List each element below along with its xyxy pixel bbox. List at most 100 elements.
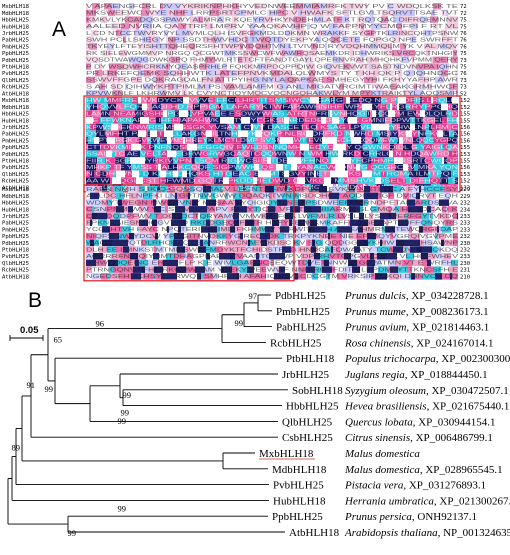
- svg-text:SSALVTC AE VELTAN EGRWGRWGCAQT: SSALVTC AE VELTAN EGRWGRWGCAQTCQQWNW N W…: [86, 152, 458, 158]
- tree-leaf: QlbHLH25 Quercus lobata, XP_030944154.1: [282, 416, 496, 428]
- alignment-row: PvbHLH25 AGRRRFNN QIYHMTDHAGPPAENIYVAANT…: [2, 253, 470, 260]
- alignment-row: PdbHLH25 VQSDTWAWQGDWKGPQ FHMYWLRTETCFTFA…: [2, 56, 467, 64]
- alignment-graphic: MxbHLH18 V APAENGFCRL DV VYKRIKNPHKHYVEDN…: [2, 3, 471, 282]
- alignment-row: MdbHLH18 VHQVVLFQRK AGI HD RPPIGM LAFARYK…: [2, 103, 470, 111]
- leaf-gene-label: MdbHLH18: [272, 464, 327, 476]
- leaf-gene-label: QlbHLH25: [282, 416, 333, 428]
- sequence-name: QlbHLH25: [2, 172, 29, 178]
- sequence-end-position: 233: [460, 227, 470, 233]
- svg-text:AA W L QGLCST HFWMD GQTR PKDDP: AA W L QGLCST HFWMD GQTR PKDDPIEDWD QSVK…: [86, 178, 459, 184]
- leaf-species-accession: Malus domestica: [344, 448, 420, 460]
- tree-leaf: PpbHLH25 Prunus persica, ONH92137.1: [272, 511, 477, 523]
- accession-number: , XP_002300300.3: [436, 353, 510, 365]
- sequence-name: PtbHLH18: [2, 65, 30, 71]
- sequence-end-position: 73: [460, 85, 467, 91]
- alignment-row: PabHLH25 SWH PCLLSHEGY NP SSDTHWVHDC TWQ…: [2, 36, 467, 44]
- accession-number: , XP_018844450.1: [405, 369, 488, 381]
- alignment-row: PvbHLH25 PR LRKEFQEMK SQHHWTK LATEFPNVKMD…: [2, 70, 467, 77]
- bootstrap-value: 91: [27, 380, 36, 390]
- sequence-end-position: 76: [460, 38, 467, 44]
- sequence-name: PpbHLH25: [2, 51, 29, 57]
- sequence-end-position: 75: [460, 24, 467, 30]
- sequence-name: HbbHLH25: [2, 112, 29, 118]
- sequence-name: PdbHLH25: [2, 241, 29, 247]
- svg-text:YCCPHTVH FAYC NPQTERIESSIMD FK: YCCPHTVH FAYC NPQTERIESSIMD FKHMWV YARWI…: [86, 227, 459, 233]
- tree-leaf: PdbHLH25 Prunus dulcis, XP_034228728.1: [275, 290, 489, 302]
- sequence-name: RcbHLH25: [2, 268, 29, 274]
- sequence-name: PabHLH25: [2, 221, 29, 227]
- leaf-species-accession: Juglans regia, XP_018844450.1: [345, 369, 488, 381]
- sequence-name: PvbHLH25: [2, 254, 29, 260]
- bootstrap-value: 99: [68, 528, 77, 538]
- sequence-end-position: 76: [460, 71, 467, 77]
- svg-text:CSNPNM WW VC SWVKKPAPV R VY: CSNPNM WW VC SWVKKPAPV R VYTIQN VFVTEPHI…: [86, 207, 459, 213]
- sequence-name: MxbHLH18: [2, 187, 30, 193]
- accession-number: , XP_030944154.1: [413, 416, 496, 428]
- svg-text:HMPTGRGK GVKWEWMSHREYKLMCTLDMP: HMPTGRGK GVKWEWMSHREYKLMCTLDMP SVSMSAWT …: [86, 138, 458, 144]
- leaf-species-accession: Herrania umbratica, XP_021300267.1: [344, 495, 510, 507]
- leaf-species-accession: Prunus mume, XP_008236173.1: [344, 306, 489, 318]
- alignment-row: JrbHLH25 L CD NTCCTWVRYVYL MVMLQLH ISVFGK…: [2, 29, 467, 37]
- sequence-end-position: 75: [460, 18, 467, 24]
- tree-leaf: JrbHLH25 Juglans regia, XP_018844450.1: [282, 369, 488, 381]
- species-name: Prunus avium: [344, 322, 406, 334]
- sequence-name: AtbHLH18: [2, 274, 30, 280]
- alignment-row: MdbHLH18 MKSWEEWC WYE NHF LRRPSRTCPMLC H…: [2, 9, 467, 17]
- alignment-row: AtbHLH18 KPVWKNLF LKHRWMV LK CVYNCTIQYMQC…: [2, 90, 467, 97]
- alignment-row: PpbHLH25 RK SIELEWGMMVP NRGQ QCGWTMKSSWCW…: [2, 49, 467, 57]
- tree-leaf: PmbHLH25 Prunus mume, XP_008236173.1: [276, 306, 489, 318]
- accession-number: , XP_034228728.1: [406, 290, 489, 302]
- leaf-species-accession: Populus trichocarpa, XP_002300300.3: [344, 353, 510, 365]
- sequence-end-position: 156: [460, 125, 470, 131]
- sequence-end-position: 75: [460, 65, 467, 71]
- leaf-gene-label: PtbHLH18: [286, 353, 335, 365]
- sequence-end-position: 156: [460, 138, 470, 144]
- sequence-end-position: 153: [460, 172, 470, 178]
- accession-number: , XP_021675440.1: [427, 401, 510, 413]
- scale-bar: 0.05: [9, 325, 44, 341]
- alignment-row: MxbHLH18 HW MMFREFWKDYCKRVVVE EFCILHRTITS…: [2, 97, 470, 104]
- sequence-name: RcbHLH25: [2, 179, 29, 185]
- sequence-end-position: 230: [460, 261, 470, 267]
- leaf-gene-label: SobHLH18: [292, 385, 343, 397]
- tree-leaf: SobHLH18 Syzygium oleosum, XP_030472507.1: [292, 385, 509, 397]
- panel-a-letter: A: [52, 18, 67, 41]
- sequence-name: JrbHLH25: [2, 125, 29, 131]
- sequence-name: HbbHLH25: [2, 201, 29, 207]
- bootstrap-value: 99: [45, 384, 54, 394]
- accession-number: , XP_028965545.1: [420, 464, 503, 476]
- svg-text:PR LRKEFQEMK SQHHWTK LATEFPNVK: PR LRKEFQEMK SQHHWTK LATEFPNVKMDALQLWMYS…: [86, 71, 458, 77]
- leaf-species-accession: Syzygium oleosum, XP_030472507.1: [345, 385, 509, 397]
- svg-text:PTRNGQNVGFH ARKQQWAAM YHEKYWEE: PTRNGQNVGFH ARKQQWAAM YHEKYWEEWV F NNIQR…: [86, 267, 459, 273]
- svg-text:KMKVLYKCADQGSPAWY ALMRA R KQEY: KMKVLYKCADQGSPAWY ALMRA R KQEYRVHKYNDEHM…: [86, 17, 459, 23]
- leaf-species-accession: Rosa chinensis, XP_024167014.1: [344, 337, 494, 349]
- sequence-name: RcbHLH25: [2, 85, 29, 91]
- svg-text:KPWSDEKNWRISMSISSGK YVSAM CWY: KPWSDEKNWRISMSISSGK YVSAM CWY DASCETLQ K…: [86, 125, 458, 131]
- sequence-end-position: 153: [460, 152, 470, 158]
- species-name: Prunus persica: [344, 511, 412, 523]
- alignment-row: HubHLH18 CSNPNM WW VC SWVKKPAPV R VYTIQN …: [2, 206, 471, 213]
- phylogenetic-tree-panel: B 0.05 97 99 96 65 99 99 99 91 99 89 99 99 PdbHLH25 P…: [0, 282, 510, 550]
- alignment-row: HbbHLH25 LAMN NEAMIGSHCPGGLVPVAEE ESDWYW…: [2, 110, 470, 118]
- leaf-gene-label: PmbHLH25: [276, 306, 330, 318]
- svg-text:DLH EE LMNKSTMTMMSWMFMDYKTFCHI: DLH EE LMNKSTMTMMSWMFMDYKTFCHIDSTRFG HND…: [86, 247, 458, 253]
- alignment-row: HubHLH18 NE FFWKNAEPG IHFHIAPAHWK MTTVPYC…: [2, 117, 470, 124]
- tree-leaf: RcbHLH25 Rosa chinensis, XP_024167014.1: [270, 337, 494, 349]
- bootstrap-value: 99: [121, 408, 130, 418]
- svg-text:VHQVVLFQRK AGI HD RPPIGM LAF: VHQVVLFQRK AGI HD RPPIGM LAFARYKTWFAPAWH…: [86, 105, 458, 111]
- sequence-end-position: 73: [460, 78, 467, 84]
- sequence-end-position: 229: [460, 187, 470, 193]
- sequence-name: AtbHLH18: [2, 185, 30, 191]
- species-name: Malus domestica: [344, 448, 420, 460]
- alignment-row: QlbHLH25 SSWVFFGPE DQKRAGQALFN ATTPYIHG N…: [2, 76, 467, 84]
- accession-number: , XP_021814463.1: [406, 322, 489, 334]
- accession-number: , XP_024167014.1: [411, 337, 494, 349]
- leaf-gene-label: PvbHLH25: [273, 480, 324, 492]
- leaf-gene-label: AtbHLH18: [289, 527, 340, 539]
- svg-text:KPVWKNLF LKHRWMV LK CVYNCTIQY: KPVWKNLF LKHRWMV LK CVYNCTIQYMQCVQCNGQHA…: [86, 91, 459, 97]
- leaf-species-accession: Arabidopsis thaliana, NP_001324635.1: [344, 527, 510, 539]
- alignment-row: RcbHLH25 S AH SD QIHWYKPTPIMLM PS VAVLAMF…: [2, 83, 467, 91]
- sequence-end-position: 73: [460, 58, 467, 64]
- sequence-end-position: 232: [460, 234, 470, 240]
- svg-text:RK SIELEWGMMVP NRGQ QCGWTMKSSW: RK SIELEWGMMVP NRGQ QCGWTMKSSWCWFWAWRQSA…: [86, 51, 459, 57]
